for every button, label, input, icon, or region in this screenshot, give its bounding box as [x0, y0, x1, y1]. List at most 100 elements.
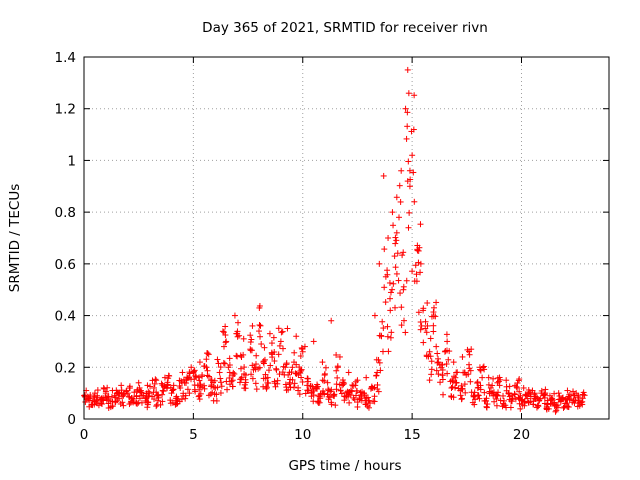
data-point: [572, 397, 579, 404]
data-point: [271, 349, 278, 356]
data-point: [197, 390, 204, 397]
data-point: [333, 351, 340, 358]
data-point: [422, 318, 429, 325]
data-point: [411, 278, 418, 285]
data-point: [198, 373, 205, 380]
data-point: [433, 367, 440, 374]
data-point: [415, 247, 422, 254]
data-point: [404, 109, 411, 116]
data-point: [261, 356, 268, 363]
data-point: [231, 312, 238, 319]
data-point: [257, 333, 264, 340]
data-point: [450, 359, 457, 366]
data-point: [423, 329, 430, 336]
data-point: [511, 391, 518, 398]
data-point: [525, 390, 532, 397]
y-tick-label: 1: [67, 153, 76, 169]
data-point: [262, 375, 269, 382]
data-point: [296, 391, 303, 398]
data-point: [391, 253, 398, 260]
data-point: [431, 304, 437, 311]
data-point: [529, 387, 536, 394]
data-point: [472, 396, 479, 403]
data-point: [366, 400, 373, 407]
y-axis-label: SRMTID / TECUs: [7, 184, 23, 292]
data-point: [170, 382, 177, 389]
data-point: [578, 399, 585, 406]
data-point: [483, 404, 490, 411]
data-point: [428, 371, 435, 378]
data-point: [500, 400, 507, 407]
data-point: [205, 351, 212, 358]
data-point: [273, 365, 280, 372]
data-point: [390, 280, 397, 287]
data-point: [445, 356, 452, 363]
data-point: [363, 374, 370, 381]
data-point: [235, 319, 242, 326]
data-point: [217, 375, 224, 382]
data-point: [127, 399, 134, 406]
data-point: [464, 346, 471, 353]
data-point: [204, 350, 211, 357]
data-point: [161, 374, 168, 381]
data-point: [196, 359, 203, 366]
data-point: [307, 383, 314, 390]
data-point: [396, 214, 402, 221]
data-point: [477, 382, 484, 389]
data-point: [215, 360, 222, 367]
data-point: [321, 370, 328, 377]
data-point: [580, 391, 587, 398]
data-point: [547, 400, 554, 407]
data-point: [289, 364, 296, 371]
x-tick-label: 0: [80, 427, 89, 443]
data-point: [485, 381, 492, 388]
data-point: [315, 392, 322, 399]
data-point: [299, 378, 306, 385]
data-point: [395, 277, 402, 284]
data-point: [389, 209, 396, 216]
data-point: [494, 392, 501, 399]
data-point: [417, 221, 424, 228]
data-point: [427, 335, 434, 342]
data-point: [283, 361, 290, 368]
data-point: [339, 377, 346, 384]
y-tick-label: 0.6: [55, 257, 76, 273]
data-point: [477, 367, 484, 374]
data-point: [265, 367, 272, 374]
data-point: [275, 351, 282, 358]
data-point: [119, 399, 126, 406]
data-point: [403, 135, 410, 142]
data-point: [133, 393, 140, 400]
data-point: [178, 378, 185, 385]
data-point: [123, 387, 130, 394]
data-point: [284, 325, 291, 332]
data-point: [536, 397, 543, 404]
data-point: [109, 387, 116, 394]
data-point: [459, 385, 466, 392]
data-point: [365, 404, 372, 411]
data-point: [354, 377, 361, 384]
data-point: [176, 398, 183, 405]
data-point: [495, 389, 502, 396]
data-point: [256, 302, 263, 309]
data-point: [128, 394, 135, 401]
y-tick-label: 0.2: [55, 360, 76, 376]
data-point: [221, 360, 228, 367]
data-point: [354, 388, 361, 395]
data-point: [138, 389, 145, 396]
data-point: [375, 388, 382, 395]
data-point: [417, 260, 424, 267]
data-point: [151, 380, 158, 387]
data-point: [238, 376, 245, 383]
data-point: [353, 392, 360, 399]
data-point: [310, 386, 317, 393]
data-point: [404, 66, 411, 73]
data-point: [453, 380, 460, 387]
data-point: [406, 209, 413, 216]
data-point: [249, 375, 256, 382]
data-point: [559, 394, 566, 401]
data-point: [201, 363, 208, 370]
data-point: [263, 384, 270, 391]
data-point: [337, 387, 344, 394]
data-point: [123, 388, 130, 395]
